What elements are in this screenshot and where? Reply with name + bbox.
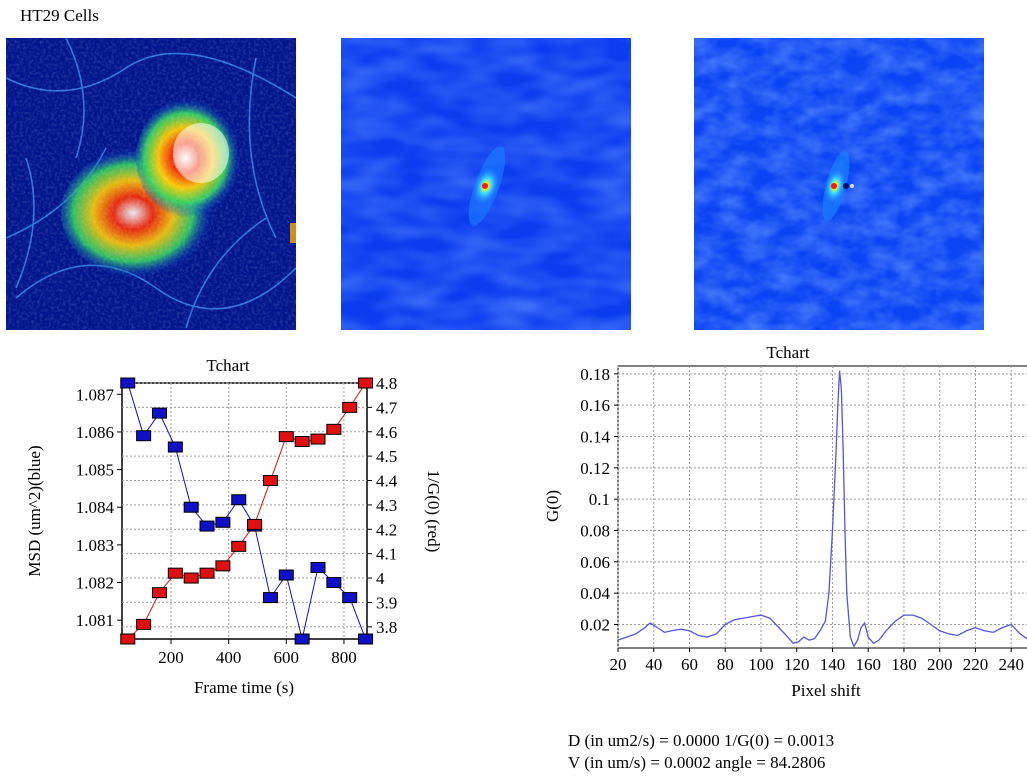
msd-point xyxy=(167,441,183,453)
msd-plot-area xyxy=(121,382,368,640)
msd-grid xyxy=(122,382,367,639)
inverse-g0-y-tick-label: 4.2 xyxy=(376,520,397,539)
msd-point xyxy=(183,501,199,513)
inverse-g0-point xyxy=(231,540,247,552)
g0-series-line xyxy=(617,370,1027,648)
g0-y-tick-label: 0.08 xyxy=(580,522,610,541)
msd-point xyxy=(215,516,231,528)
result-line-velocity: V (in um/s) = 0.0002 angle = 84.2806 xyxy=(568,753,826,772)
inverse-g0-y-tick-label: 3.8 xyxy=(376,618,397,637)
correlation-fit-image xyxy=(694,38,984,330)
msd-y-tick-label: 1.082 xyxy=(76,574,114,593)
msd-point xyxy=(326,577,342,589)
msd-y-tick-label: 1.084 xyxy=(76,498,115,517)
msd-x-axis-label: Frame time (s) xyxy=(194,678,294,697)
inverse-g0-series-line xyxy=(127,382,366,640)
g0-y-tick-label: 0.18 xyxy=(580,365,610,384)
msd-point xyxy=(231,494,247,506)
g0-x-tick-label: 80 xyxy=(717,655,734,674)
inverse-g0-point xyxy=(326,423,342,435)
g0-x-tick-label: 220 xyxy=(963,655,989,674)
msd-y2-axis-label: 1/G(0) (red) xyxy=(424,470,443,553)
cell-intensity-image xyxy=(6,38,296,330)
msd-point xyxy=(262,592,278,604)
msd-point xyxy=(294,633,310,645)
g0-x-tick-label: 40 xyxy=(645,655,662,674)
inverse-g0-point xyxy=(199,567,215,579)
inverse-g0-point xyxy=(358,377,374,389)
msd-point xyxy=(136,430,152,442)
g0-y-tick-label: 0.16 xyxy=(580,396,610,415)
g0-y-tick-label: 0.12 xyxy=(580,459,610,478)
g0-x-tick-label: 100 xyxy=(748,655,774,674)
g0-y-tick-label: 0.1 xyxy=(589,490,610,509)
g0-x-tick-label: 200 xyxy=(927,655,953,674)
g0-y-tick-label: 0.06 xyxy=(580,553,610,572)
msd-y-axis-label: MSD (um^2)(blue) xyxy=(25,445,44,576)
inverse-g0-point xyxy=(183,572,199,584)
msd-point xyxy=(358,633,374,645)
correlation-map-image xyxy=(341,38,631,330)
inverse-g0-y-tick-label: 4.6 xyxy=(376,423,397,442)
inverse-g0-y-tick-label: 4 xyxy=(376,569,385,588)
inverse-g0-point xyxy=(120,633,136,645)
g0-y-tick-label: 0.14 xyxy=(580,428,610,447)
inverse-g0-point xyxy=(294,436,310,448)
g0-chart: Tchart 20 40 60 80 100 120 140 160 180 200 220 240 … xyxy=(543,343,1027,700)
msd-x-tick-label: 200 xyxy=(158,648,184,667)
inverse-g0-y-tick-label: 4.4 xyxy=(376,472,398,491)
inverse-g0-y-tick-label: 4.8 xyxy=(376,374,397,393)
msd-point xyxy=(310,561,326,573)
g0-x-axis-label: Pixel shift xyxy=(791,681,861,700)
msd-y-tick-label: 1.085 xyxy=(76,461,114,480)
g0-x-tick-label: 20 xyxy=(610,655,627,674)
msd-x-tick-label: 400 xyxy=(216,648,242,667)
inverse-g0-y-tick-label: 3.9 xyxy=(376,593,397,612)
inverse-g0-point xyxy=(151,587,167,599)
g0-y-tick-label: 0.04 xyxy=(580,584,610,603)
g0-plot-area xyxy=(617,365,1027,649)
msd-y-tick-label: 1.087 xyxy=(76,385,115,404)
g0-x-tick-label: 180 xyxy=(891,655,917,674)
msd-point xyxy=(342,592,358,604)
g0-grid xyxy=(617,366,1027,648)
msd-point xyxy=(151,407,167,419)
g0-x-tick-label: 160 xyxy=(855,655,881,674)
msd-point xyxy=(199,520,215,532)
msd-x-tick-label: 600 xyxy=(274,648,300,667)
msd-chart: Tchart 200 400 600 800 1.081 1.082 1.083 1.084… xyxy=(25,356,443,697)
page-title: HT29 Cells xyxy=(20,6,99,25)
msd-y-tick-label: 1.086 xyxy=(76,423,114,442)
inverse-g0-y-tick-label: 4.3 xyxy=(376,496,397,515)
g0-x-tick-label: 60 xyxy=(681,655,698,674)
g0-x-tick-label: 120 xyxy=(784,655,810,674)
g0-y-tick-label: 0.02 xyxy=(580,616,610,635)
msd-x-tick-label: 800 xyxy=(331,648,357,667)
msd-series-line xyxy=(127,382,367,640)
msd-y-tick-label: 1.083 xyxy=(76,536,114,555)
msd-y-tick-label: 1.081 xyxy=(76,611,114,630)
msd-chart-title: Tchart xyxy=(206,356,249,375)
inverse-g0-point xyxy=(278,431,294,443)
g0-x-tick-label: 240 xyxy=(998,655,1024,674)
g0-y-axis-label: G(0) xyxy=(543,490,562,522)
msd-point xyxy=(278,569,294,581)
inverse-g0-y-tick-label: 4.1 xyxy=(376,545,397,564)
g0-x-tick-label: 140 xyxy=(820,655,846,674)
inverse-g0-point xyxy=(247,518,263,530)
result-line-diffusion: D (in um2/s) = 0.0000 1/G(0) = 0.0013 xyxy=(568,731,835,750)
inverse-g0-point xyxy=(342,401,358,413)
inverse-g0-point xyxy=(262,475,278,487)
inverse-g0-point xyxy=(167,567,183,579)
inverse-g0-point xyxy=(136,618,152,630)
inverse-g0-point xyxy=(310,433,326,445)
inverse-g0-y-tick-label: 4.7 xyxy=(376,398,398,417)
inverse-g0-y-tick-label: 4.5 xyxy=(376,447,397,466)
inverse-g0-point xyxy=(215,560,231,572)
msd-point xyxy=(120,377,136,389)
g0-chart-title: Tchart xyxy=(766,343,809,362)
